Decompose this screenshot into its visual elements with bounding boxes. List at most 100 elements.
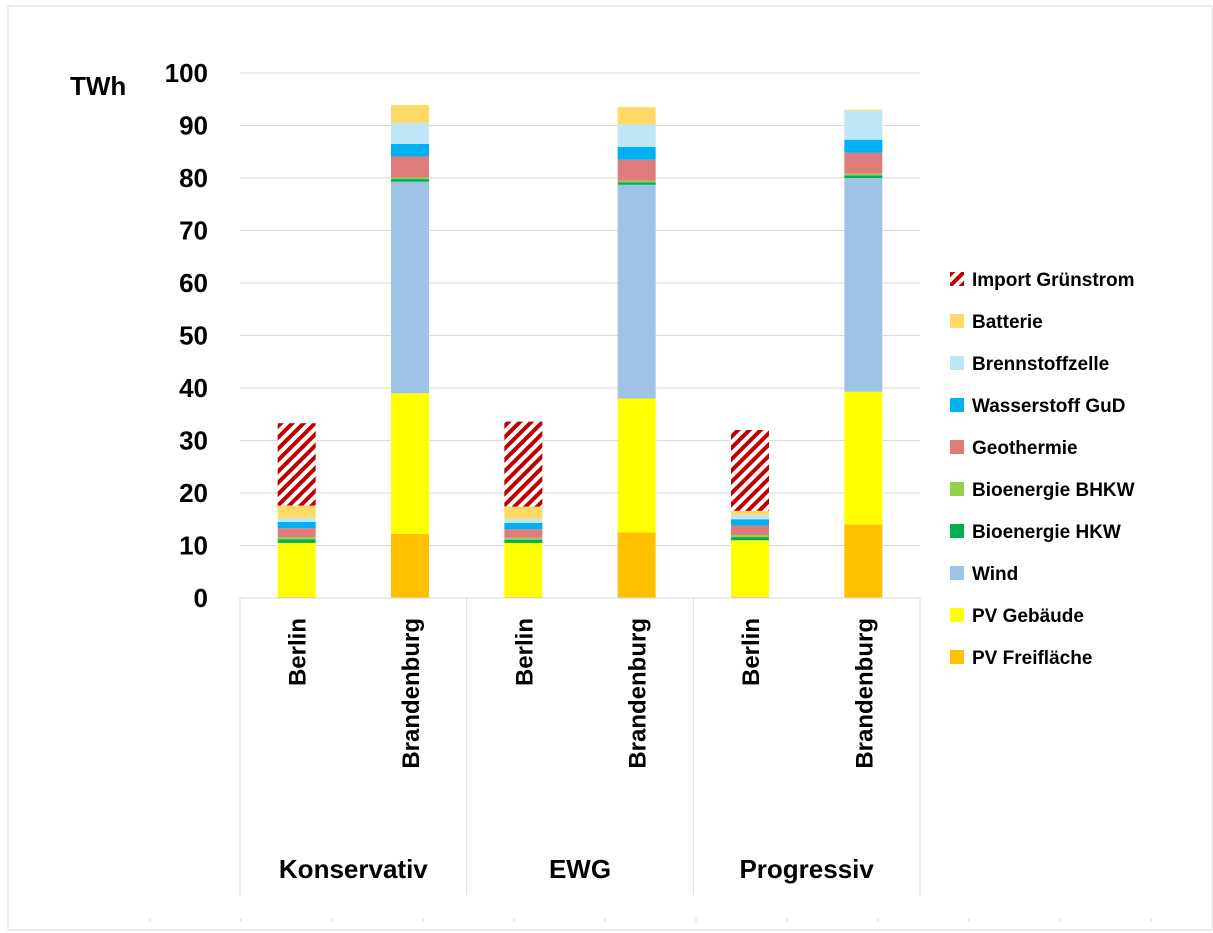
bar-segment xyxy=(277,423,316,506)
bar-segment xyxy=(731,596,769,598)
legend-label: Bioenergie BHKW xyxy=(972,480,1135,501)
bar-segment xyxy=(844,139,883,153)
bar-segment xyxy=(391,181,429,394)
legend-swatch xyxy=(950,524,964,538)
y-tick-label: 50 xyxy=(179,321,208,351)
legend-swatch xyxy=(950,608,964,622)
legend-swatch xyxy=(950,272,964,286)
y-axis-label: TWh xyxy=(70,71,126,101)
bar-segment xyxy=(277,539,316,543)
bar-segment xyxy=(617,182,656,185)
bar-segment xyxy=(617,124,656,148)
bar-segment xyxy=(391,156,429,178)
bar-segment xyxy=(391,179,429,182)
bar-segment xyxy=(617,184,656,399)
y-tick-label: 80 xyxy=(179,163,208,193)
x-category-label: Brandenburg xyxy=(851,618,878,769)
gridlines xyxy=(240,72,920,546)
bar-segment xyxy=(391,122,429,144)
y-tick-label: 0 xyxy=(194,583,208,613)
bar-segment xyxy=(844,178,883,392)
bar-segment xyxy=(731,510,769,516)
bar-segment xyxy=(504,518,543,523)
bar-segment xyxy=(617,532,656,598)
bar-segment xyxy=(617,147,656,160)
bar-segment xyxy=(731,515,769,520)
bar-segment xyxy=(391,393,429,534)
y-tick-label: 10 xyxy=(179,531,208,561)
x-category-label: Brandenburg xyxy=(625,618,652,769)
bar-segment xyxy=(731,537,769,541)
y-tick-label: 100 xyxy=(165,58,208,88)
y-tick-label: 30 xyxy=(179,426,208,456)
bar-segment xyxy=(504,596,543,598)
legend-label: PV Gebäude xyxy=(972,606,1084,627)
x-group-label: EWG xyxy=(549,854,611,884)
bar-segment xyxy=(504,421,543,507)
x-group-label: Konservativ xyxy=(279,854,428,884)
bar-segment xyxy=(391,143,429,157)
bar-segment xyxy=(844,391,883,525)
legend: Import Grünstrom Batterie Brennstoffzelle W… xyxy=(950,270,1135,669)
legend-swatch xyxy=(950,650,964,664)
bar-segment xyxy=(844,109,883,111)
legend-swatch xyxy=(950,356,964,370)
legend-swatch xyxy=(950,566,964,580)
bar-segment xyxy=(277,537,316,540)
bar-segment xyxy=(277,596,316,598)
bar-segment xyxy=(844,152,883,174)
y-tick-label: 20 xyxy=(179,478,208,508)
bar-segment xyxy=(844,524,883,598)
legend-label: Batterie xyxy=(972,312,1043,333)
x-category-label: Berlin xyxy=(511,618,538,686)
bar-segment xyxy=(277,517,316,522)
bar-segment xyxy=(731,535,769,538)
legend-swatch xyxy=(950,440,964,454)
x-category-label: Berlin xyxy=(285,618,312,686)
bar-segment xyxy=(844,110,883,140)
bar-segment xyxy=(504,506,543,519)
legend-label: PV Freifläche xyxy=(972,648,1092,669)
legend-swatch xyxy=(950,398,964,412)
bar-segment xyxy=(731,519,769,526)
legend-label: Import Grünstrom xyxy=(972,270,1135,291)
bar-segment xyxy=(277,505,316,518)
legend-label: Wind xyxy=(972,564,1018,585)
bar-segment xyxy=(391,177,429,180)
x-category-label: Berlin xyxy=(738,618,765,686)
bar-segment xyxy=(617,107,656,125)
chart-frame xyxy=(7,5,1213,931)
legend-label: Brennstoffzelle xyxy=(972,354,1109,375)
bar-segment xyxy=(504,522,543,530)
bar-segment xyxy=(844,173,883,176)
bar-segment xyxy=(504,539,543,543)
bar-segment xyxy=(731,525,769,535)
legend-swatch xyxy=(950,482,964,496)
bar-segment xyxy=(277,521,316,529)
bars xyxy=(277,105,883,598)
bar-segment xyxy=(617,180,656,183)
x-category-label: Brandenburg xyxy=(398,618,425,769)
bar-segment xyxy=(504,537,543,540)
legend-label: Geothermie xyxy=(972,438,1078,459)
bar-segment xyxy=(391,533,429,598)
legend-label: Wasserstoff GuD xyxy=(972,396,1125,417)
bar-segment xyxy=(277,542,316,597)
x-group-label: Progressiv xyxy=(739,854,874,884)
bar-segment xyxy=(277,528,316,538)
bar-segment xyxy=(844,175,883,178)
bar-segment xyxy=(504,529,543,538)
bar-segment xyxy=(504,542,543,597)
axes: 0 10 20 30 40 50 60 70 80 90 100 Berlin Brandenburg B… xyxy=(149,58,1152,922)
bar-segment xyxy=(617,159,656,181)
bar-segment xyxy=(391,105,429,123)
bar-segment xyxy=(617,398,656,533)
y-tick-label: 40 xyxy=(179,373,208,403)
legend-label: Bioenergie HKW xyxy=(972,522,1121,543)
y-tick-label: 60 xyxy=(179,268,208,298)
y-tick-label: 90 xyxy=(179,111,208,141)
bar-segment xyxy=(731,430,769,511)
legend-swatch xyxy=(950,314,964,328)
